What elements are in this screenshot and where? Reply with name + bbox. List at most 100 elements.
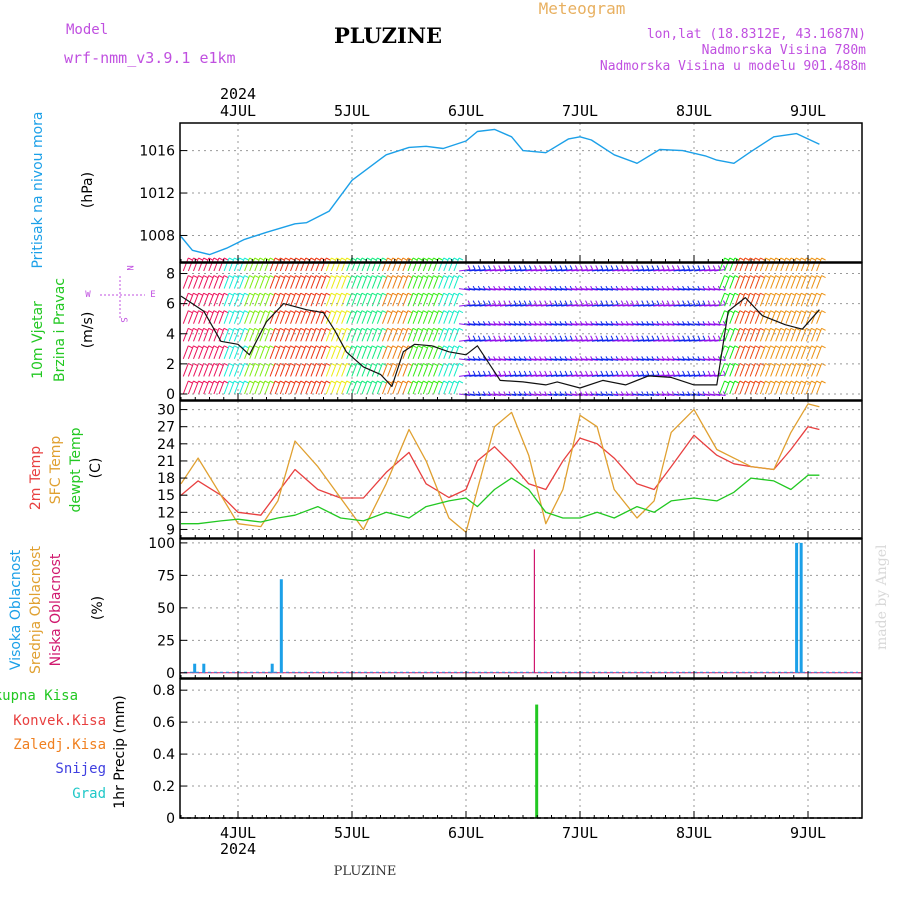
wind-barb-flag [259, 275, 265, 279]
wind-barb-flag [387, 310, 392, 314]
wind-barb [341, 310, 348, 324]
wind-barb [607, 393, 619, 396]
wind-barb [193, 363, 199, 377]
wind-barb-flag [739, 310, 745, 314]
wind-barb-flag [259, 327, 265, 331]
wind-barb-flag [433, 292, 438, 296]
wind-barb [459, 269, 471, 272]
wind-barb-flag [290, 327, 295, 331]
wind-barb [744, 363, 751, 377]
wind-barb [412, 310, 419, 324]
wind-barb [566, 323, 578, 326]
wind-barb [785, 380, 792, 395]
wind-barb [320, 275, 327, 289]
wind-barb [704, 358, 716, 361]
wind-barb [453, 310, 460, 324]
wind-barb [668, 269, 680, 272]
wind-barb-flag [239, 257, 244, 261]
wind-barb [254, 275, 261, 289]
wind-barb-flag [821, 310, 826, 314]
y-tick-label: 0.6 [153, 715, 175, 731]
wind-barb [596, 323, 609, 326]
wind-barb-flag [765, 257, 770, 261]
wind-barb [213, 275, 220, 289]
wind-barb [816, 380, 823, 395]
wind-barb [637, 288, 649, 291]
wind-barb-flag [448, 362, 453, 366]
wind-barb [683, 288, 695, 291]
wind-barb-flag [785, 292, 791, 296]
wind-barb [602, 358, 614, 361]
wind-barb [422, 310, 429, 324]
wind-barb [336, 292, 342, 307]
wind-barb [785, 328, 792, 342]
wind-barb-flag [279, 275, 285, 279]
wind-barb-flag [433, 327, 438, 331]
x-tick-label-bottom: 9JUL [790, 824, 826, 842]
wind-barb [397, 328, 404, 342]
wind-barb [494, 323, 506, 326]
wind-barb [198, 380, 205, 395]
wind-barb [810, 328, 817, 342]
wind-barb-flag [760, 310, 765, 314]
wind-barb-flag [579, 370, 583, 376]
y-tick-label: 0 [166, 811, 175, 827]
wind-barb [632, 393, 644, 396]
wind-barb [422, 380, 429, 395]
wind-barb-flag [625, 335, 629, 341]
wind-barb [223, 345, 230, 360]
wind-barb [540, 339, 552, 342]
wind-barb [775, 380, 782, 395]
wind-barb [371, 345, 378, 360]
wind-barb [233, 345, 240, 360]
wind-barb [330, 345, 337, 360]
wind-barb-flag [729, 292, 734, 296]
wind-barb-flag [377, 275, 382, 279]
wind-barb-flag [203, 257, 208, 261]
y-tick-label: 2 [166, 357, 175, 373]
wind-barb-flag [539, 265, 543, 270]
wind-barb [228, 345, 235, 360]
wind-barb [545, 339, 557, 342]
cloud-bar [270, 663, 274, 673]
wind-barb-flag [503, 370, 507, 376]
wind-barb-flag [448, 275, 453, 279]
wind-barb [642, 269, 654, 272]
wind-barb-flag [780, 257, 785, 261]
wind-barb-flag [453, 310, 459, 314]
wind-barb-flag [407, 292, 413, 296]
wind-barb [479, 323, 491, 326]
wind-barb [244, 363, 251, 377]
temp-2m-line [180, 426, 820, 516]
wind-barb-flag [361, 292, 367, 296]
wind-barb-flag [407, 275, 413, 279]
wind-barb-flag [244, 362, 249, 366]
wind-barb-flag [269, 345, 275, 349]
wind-barb-flag [356, 345, 362, 349]
wind-barb-flag [218, 292, 224, 296]
wind-barb [647, 269, 660, 272]
wind-barb-flag [534, 335, 537, 341]
wind-barb [427, 345, 434, 360]
wind-barb [187, 310, 194, 324]
wind-barb [208, 292, 215, 307]
wind-barb-flag [458, 257, 464, 261]
wind-barb [407, 257, 414, 272]
wind-barb-flag [213, 275, 219, 279]
wind-barb [795, 257, 802, 272]
wind-barb [244, 380, 251, 395]
wind-barb [535, 269, 547, 272]
wind-barb [336, 380, 342, 395]
wind-barb [785, 275, 792, 289]
wind-barb [427, 310, 434, 324]
wind-barb [208, 345, 215, 360]
precip-legend-hail: Grad [72, 786, 106, 802]
wind-barb-flag [336, 310, 341, 314]
wind-barb [790, 328, 797, 342]
wind-barb-flag [544, 335, 548, 341]
wind-barb [269, 275, 276, 289]
precip-unit: 1hr Precip (mm) [112, 695, 128, 808]
wind-barb [341, 257, 348, 272]
wind-barb-flag [472, 370, 476, 376]
temp-dewpt-line [181, 474, 820, 525]
